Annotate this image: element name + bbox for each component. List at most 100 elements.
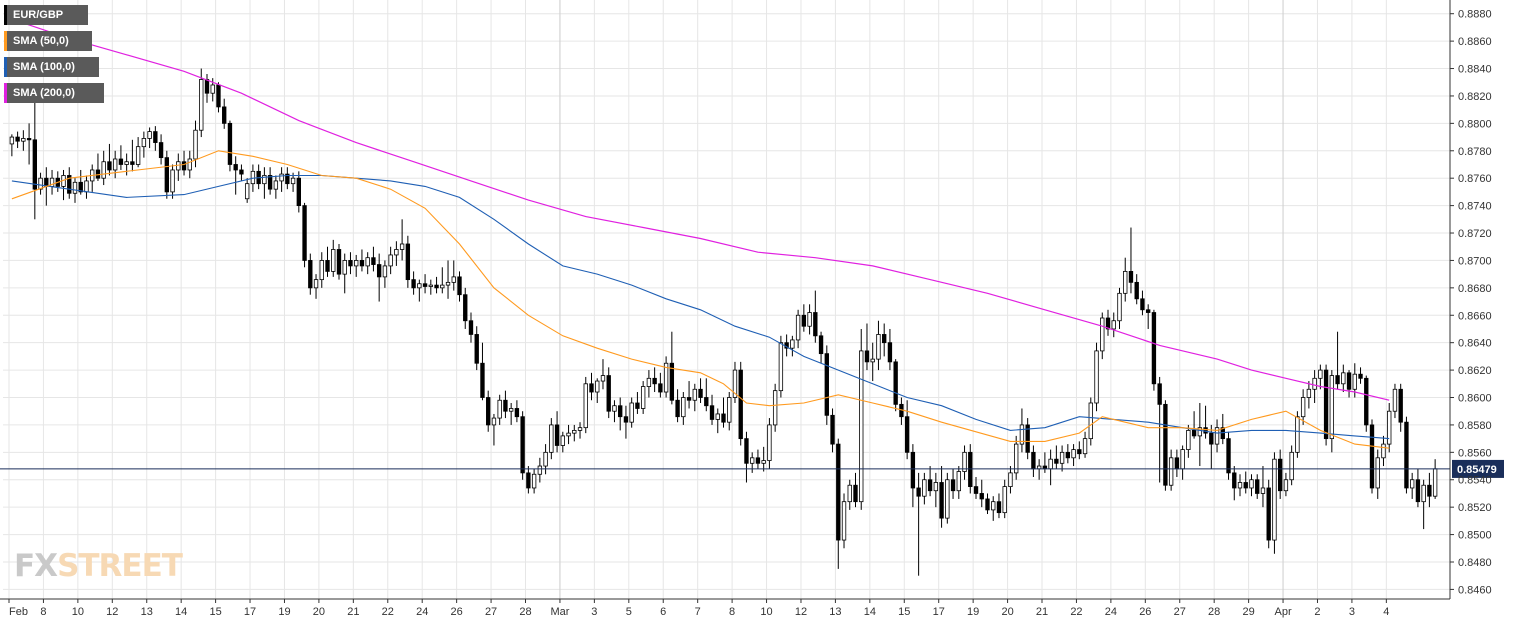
candle-body-bullish (72, 181, 78, 194)
candle (1283, 472, 1289, 497)
candle (847, 479, 852, 510)
candle (772, 383, 778, 432)
candle-body-bullish (750, 457, 755, 464)
candle-body-bearish (130, 161, 135, 165)
candle-body-bullish (250, 170, 256, 185)
candle (761, 446, 766, 472)
candle (38, 172, 43, 195)
candle-body-bullish (727, 397, 732, 423)
candle-body-bearish (308, 260, 313, 289)
candle (698, 378, 703, 403)
candle (778, 335, 784, 398)
candle (187, 150, 192, 179)
candle (1289, 445, 1294, 486)
candle-body-bearish (296, 177, 301, 207)
candle (141, 131, 147, 158)
candle (32, 95, 38, 220)
candle (945, 472, 950, 524)
candle-body-bullish (991, 501, 996, 511)
candle (411, 271, 416, 295)
candle-body-bullish (382, 265, 388, 278)
candle-body-bearish (371, 257, 376, 265)
candle-body-bearish (675, 399, 680, 418)
candle (916, 472, 921, 576)
candle-body-bullish (795, 314, 801, 341)
y-tick-label: 0.8540 (1458, 475, 1492, 487)
candle-body-bullish (1341, 372, 1346, 385)
legend-label: SMA (100,0) (13, 61, 75, 73)
legend-item-sma50[interactable]: SMA (50,0) (4, 31, 92, 51)
candle-body-bearish (1335, 375, 1340, 385)
candle (348, 252, 353, 275)
x-tick-label: 15 (209, 606, 221, 618)
candle (686, 381, 692, 409)
candle (595, 378, 600, 403)
candle-body-bearish (1151, 312, 1157, 385)
candle (158, 134, 164, 165)
candle (950, 468, 956, 499)
candle-body-bullish (124, 161, 129, 165)
candle-body-bearish (1077, 449, 1082, 455)
candle (130, 139, 135, 172)
x-tick-label: Feb (9, 606, 28, 618)
legend-item-sma200[interactable]: SMA (200,0) (4, 83, 104, 103)
candle (1375, 449, 1380, 499)
candle-body-bearish (623, 416, 629, 423)
candle-body-bullish (193, 129, 198, 160)
candle (715, 408, 720, 434)
fxstreet-logo: FXSTREET (14, 548, 183, 584)
candle-body-bullish (1249, 479, 1254, 489)
candle-body-bearish (973, 486, 979, 494)
candle (376, 253, 382, 302)
candle (1019, 408, 1025, 453)
candle-body-bullish (1432, 468, 1438, 497)
candle (893, 359, 898, 412)
candle (1358, 367, 1363, 384)
candle-body-bullish (1318, 369, 1323, 379)
y-axis: 0.8880 0.8860 0.8840 0.8820 0.8800 0.8780 0.87… (1449, 0, 1492, 599)
candle (807, 304, 812, 335)
candle-body-bullish (1008, 472, 1013, 488)
x-tick-label: 20 (1001, 606, 1013, 618)
candle-body-bullish (583, 383, 588, 429)
candle-body-bearish (1140, 298, 1145, 311)
candle (767, 418, 772, 469)
candle-body-bearish (348, 260, 353, 267)
candle-body-bullish (1352, 373, 1357, 390)
candle-body-bearish (181, 161, 187, 171)
candle-body-bullish (244, 183, 250, 200)
candle-body-bullish (859, 350, 864, 503)
candle-body-bullish (772, 390, 778, 426)
candle-body-bearish (1323, 369, 1329, 440)
candle (296, 171, 301, 213)
legend-item-sma100[interactable]: SMA (100,0) (4, 57, 99, 77)
candle (1409, 472, 1415, 499)
x-tick-label: 20 (313, 606, 325, 618)
candle (1421, 479, 1426, 530)
candle-body-bullish (778, 342, 784, 392)
candle-body-bearish (158, 142, 164, 159)
candle (325, 246, 330, 277)
candle-body-bullish (847, 484, 852, 503)
candle (801, 304, 807, 332)
candle-body-bullish (365, 257, 370, 267)
candle (382, 260, 388, 288)
candle-body-bearish (606, 375, 611, 412)
y-tick-label: 0.8620 (1458, 365, 1492, 377)
candle-body-bearish (1404, 421, 1409, 489)
candle (1237, 474, 1243, 497)
x-tick-label: 6 (660, 606, 666, 618)
candle (394, 241, 399, 266)
candle (864, 323, 870, 371)
candle (744, 431, 749, 483)
candle-body-bearish (698, 388, 703, 398)
candle (227, 120, 233, 172)
candle-body-bullish (600, 375, 606, 382)
candle (1277, 449, 1283, 499)
candle-body-bullish (187, 158, 192, 171)
candle (342, 253, 347, 294)
legend-item-eurgbp[interactable]: EUR/GBP (4, 5, 88, 25)
candle-body-bullish (388, 254, 393, 267)
